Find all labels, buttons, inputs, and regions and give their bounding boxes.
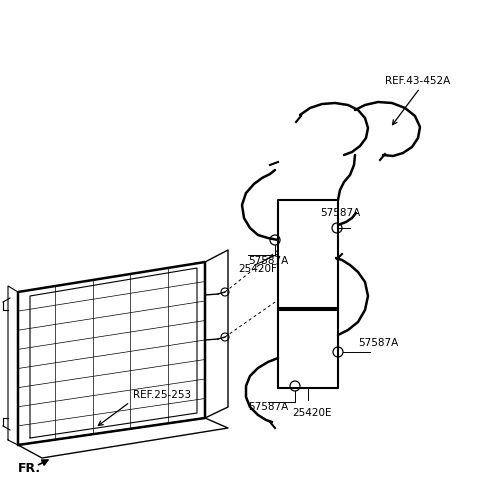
Text: 57587A: 57587A (358, 338, 398, 348)
Text: 57587A: 57587A (320, 208, 360, 218)
Text: FR.: FR. (18, 462, 41, 475)
Text: 57587A: 57587A (248, 256, 288, 266)
Text: 25420F: 25420F (238, 264, 277, 274)
Text: 57587A: 57587A (248, 402, 288, 412)
Text: REF.25-253: REF.25-253 (133, 390, 191, 400)
Text: REF.43-452A: REF.43-452A (385, 76, 450, 86)
Text: 25420E: 25420E (292, 408, 332, 418)
